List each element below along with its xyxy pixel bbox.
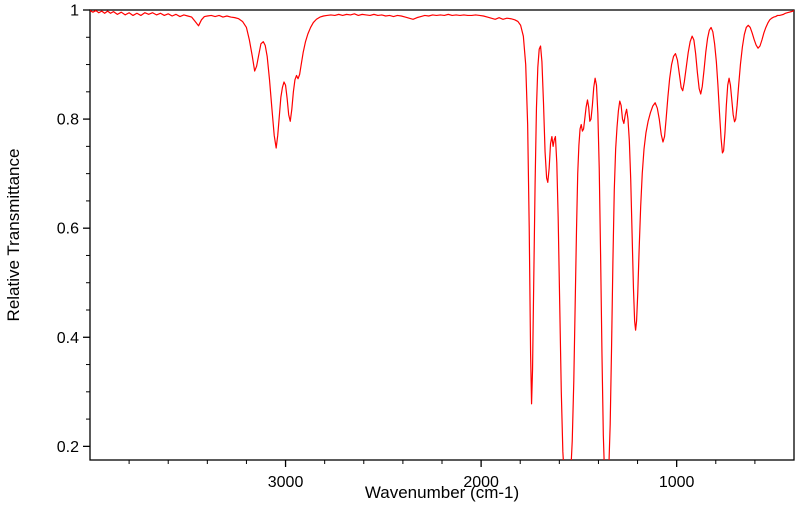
y-tick-label: 0.2 xyxy=(57,439,79,456)
y-tick-label: 0.8 xyxy=(57,112,79,129)
x-axis-label: Wavenumber (cm-1) xyxy=(365,483,519,502)
y-tick-label: 1 xyxy=(70,3,79,20)
y-tick-label: 0.4 xyxy=(57,330,79,347)
y-tick-label: 0.6 xyxy=(57,221,79,238)
plot-frame xyxy=(89,9,795,461)
spectrum-line xyxy=(90,10,794,460)
x-tick-label: 2000 xyxy=(463,474,499,491)
series-layer xyxy=(90,10,794,460)
x-tick-label: 3000 xyxy=(268,474,304,491)
y-axis-label: Relative Transmittance xyxy=(4,149,23,322)
axis-ticks: 3000 2000 1000 0.2 0.4 0.6 0.8 1 xyxy=(57,3,756,491)
x-tick-label: 1000 xyxy=(659,474,695,491)
